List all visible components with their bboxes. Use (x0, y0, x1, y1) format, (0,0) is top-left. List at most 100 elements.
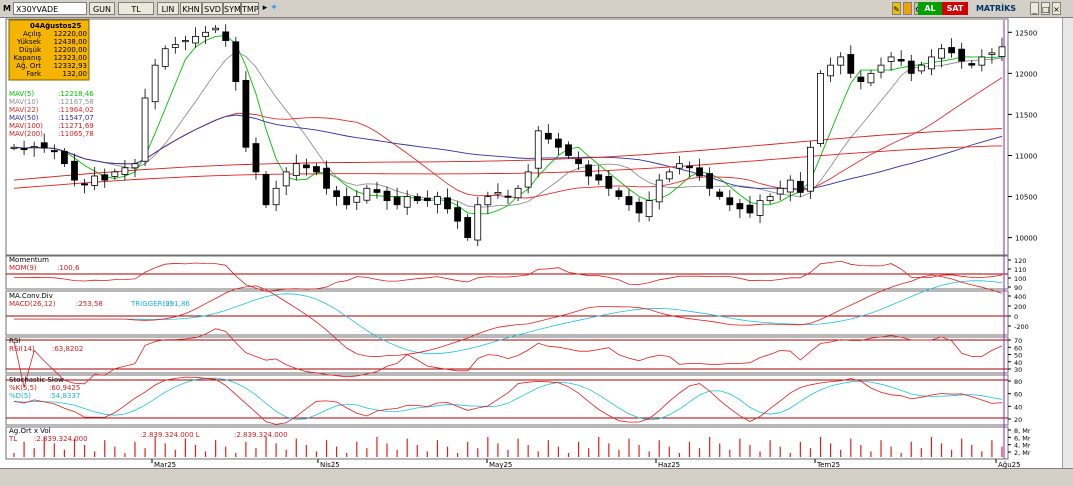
scale-button[interactable]: LIN (157, 2, 179, 15)
candle-body (766, 196, 774, 202)
vertical-scrollbar[interactable] (1062, 18, 1073, 468)
menu-m-button[interactable]: M (3, 4, 11, 13)
candle-body (161, 48, 169, 67)
candle-body (555, 138, 562, 148)
stoch-k-value: :60,9425 (49, 384, 80, 392)
indicator-tick-label: 70 (1014, 337, 1022, 345)
symbol-selector[interactable]: X30YVADE (13, 2, 87, 15)
candle-body (675, 163, 683, 169)
date-tick-label: Nis25 (320, 461, 340, 469)
volume-value-3: :2.839.324.000 (234, 431, 288, 439)
mav-legend-name: MAV(22) (9, 106, 39, 114)
price-tick-label: 10000 (1015, 235, 1037, 243)
candle-body (857, 76, 865, 82)
stoch-d-value: :54,8337 (49, 392, 80, 400)
candle-body (534, 130, 542, 169)
candle-body (958, 48, 966, 62)
candle-body (141, 97, 149, 162)
candle-body (101, 174, 109, 181)
mav-legend-value: :11964,02 (58, 106, 94, 114)
svd-button[interactable]: SVD (202, 2, 223, 15)
indicator-tick-label: 2, Mr (1014, 449, 1031, 457)
candle-body (887, 56, 895, 62)
candle-body (595, 174, 603, 181)
indicator-tick-label: 60 (1014, 344, 1022, 352)
candle-body (434, 196, 441, 205)
indicator-tick-label: 80 (1014, 378, 1022, 386)
candle-body (645, 200, 653, 218)
sym-button[interactable]: SYM (223, 2, 241, 15)
rsi-label: RSI(14) (9, 345, 35, 353)
buy-button[interactable]: AL (918, 2, 942, 15)
candle-body (30, 146, 38, 149)
candle-body (978, 56, 986, 66)
date-tick-label: Haz25 (658, 461, 680, 469)
tmp-button[interactable]: TMP (241, 2, 259, 15)
candle-body (897, 59, 905, 62)
candle-body (413, 196, 421, 202)
candle-body (222, 31, 230, 41)
ohlc-label: Açılış (23, 30, 41, 38)
close-icon[interactable]: × (1052, 2, 1061, 15)
stoch-d-line (13, 377, 1003, 421)
ohlc-value: 12200,00 (54, 46, 87, 54)
candle-body (494, 192, 502, 195)
indicator-tick-label: 8, Mr (1014, 427, 1031, 435)
candle-body (343, 196, 351, 206)
candle-body (353, 196, 361, 203)
period-button[interactable]: GUN (89, 2, 115, 15)
candle-body (635, 201, 643, 214)
maximize-icon[interactable]: □ (1041, 2, 1050, 15)
sell-button[interactable]: SAT (942, 2, 968, 15)
mav-legend-name: MAV(50) (9, 114, 39, 122)
price-tick-label: 10500 (1015, 194, 1037, 202)
candle-body (524, 171, 532, 188)
price-tick-label: 12000 (1015, 70, 1037, 78)
indicator-tick-label: 0 (1014, 313, 1018, 321)
candle-body (665, 171, 673, 180)
macd-trigger-value: :291,86 (163, 300, 190, 308)
candle-body (968, 63, 976, 66)
khn-button[interactable]: KHN (180, 2, 202, 15)
ohlc-date: 04Ağustos25 (30, 22, 82, 30)
twitter-icon[interactable]: ✦ (270, 3, 278, 13)
horizontal-scrollbar[interactable] (0, 468, 1073, 486)
edit-icon[interactable]: ✎ (892, 2, 901, 15)
candle-body (40, 142, 48, 149)
candle-body (867, 72, 875, 84)
minimize-icon[interactable]: _ (1030, 2, 1039, 15)
macd-panel: MA.Conv.Div MACD(26,12) :253,58 TRIGGER(… (9, 274, 1029, 358)
candle-body (272, 187, 280, 206)
candle-body (837, 56, 845, 66)
rsi-title: RSI (9, 337, 20, 345)
candle-body (776, 187, 784, 195)
date-tick-label: May25 (489, 461, 512, 469)
volume-panel: Ag.Ort x Vol TL :2.839.324.000 :2.839.32… (8, 427, 1031, 457)
candle-body (50, 150, 58, 153)
candle-body (474, 204, 482, 241)
date-axis: Mar25 Nis25 May25 Haz25 Tem25 Ağu25 (151, 459, 1021, 469)
candle-body (131, 163, 139, 169)
candles (10, 24, 1006, 247)
cursor-icon[interactable]: ▸ (262, 3, 268, 13)
currency-button[interactable]: TL (118, 2, 154, 15)
candle-body (192, 36, 199, 44)
candle-body (948, 47, 955, 54)
momentum-label: MOM(9) (9, 264, 37, 272)
macd-trigger-label: TRIGGER(9) (130, 300, 173, 308)
ohlc-label: Ağ. Ort (16, 62, 41, 70)
volume-bars (13, 437, 1003, 457)
indicator-tick-label: 20 (1014, 416, 1022, 424)
candle-body (373, 189, 381, 193)
candle-body (232, 41, 240, 82)
candle-body (625, 196, 633, 206)
candle-body (706, 173, 714, 189)
color-icon[interactable] (903, 2, 912, 15)
candle-body (121, 167, 129, 175)
momentum-line (13, 260, 1003, 292)
price-tick-label: 11500 (1015, 111, 1037, 119)
indicator-tick-label: 30 (1014, 366, 1022, 374)
indicator-tick-label: 40 (1014, 403, 1022, 411)
indicator-tick-label: 50 (1014, 352, 1022, 360)
